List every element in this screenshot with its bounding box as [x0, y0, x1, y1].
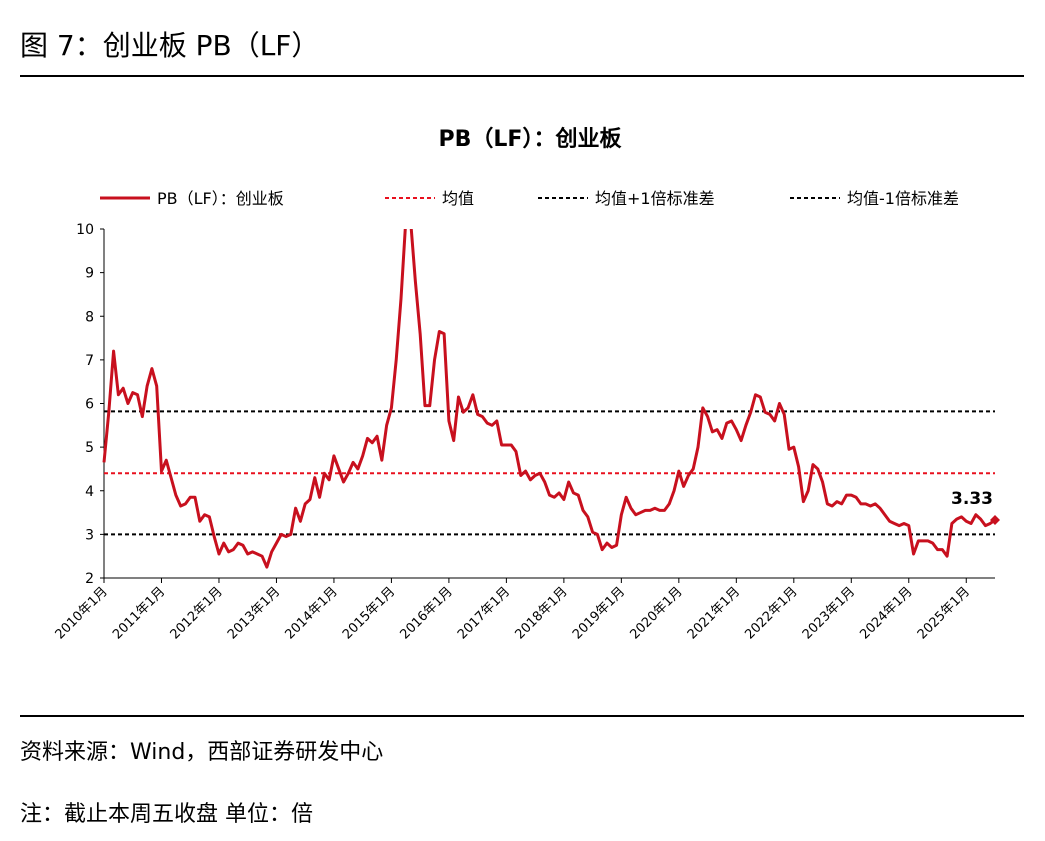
legend-label: 均值 [442, 189, 474, 208]
y-tick-label: 10 [76, 222, 94, 238]
legend-label: 均值+1倍标准差 [595, 189, 715, 208]
last-point [990, 514, 1000, 525]
y-tick-label: 4 [85, 484, 94, 500]
x-tick-label: 2024年1月 [857, 584, 915, 642]
source: 资料来源：Wind，西部证券研发中心 [20, 740, 383, 765]
legend-label: PB（LF）：创业板 [157, 189, 284, 208]
y-tick-label: 2 [85, 571, 94, 587]
chart-title: PB（LF）：创业板 [439, 127, 623, 152]
x-tick-label: 2010年1月 [53, 584, 111, 642]
x-tick-label: 2025年1月 [915, 584, 973, 642]
x-tick-label: 2021年1月 [685, 584, 743, 642]
note: 注：截止本周五收盘 单位：倍 [20, 802, 313, 827]
legend-label: 均值-1倍标准差 [847, 189, 959, 208]
y-tick-label: 7 [85, 353, 94, 369]
x-tick-label: 2011年1月 [110, 584, 168, 642]
y-tick-label: 9 [85, 266, 94, 282]
y-tick-label: 8 [85, 309, 94, 325]
y-tick-label: 3 [85, 527, 94, 543]
x-tick-label: 2023年1月 [800, 584, 858, 642]
y-tick-label: 5 [85, 440, 94, 456]
x-tick-label: 2015年1月 [340, 584, 398, 642]
series-line [102, 229, 996, 569]
x-tick-label: 2013年1月 [225, 584, 283, 642]
x-tick-label: 2017年1月 [455, 584, 513, 642]
last-value-label: 3.33 [951, 489, 993, 509]
x-tick-label: 2022年1月 [742, 584, 800, 642]
x-tick-label: 2016年1月 [397, 584, 455, 642]
x-tick-label: 2020年1月 [627, 584, 685, 642]
x-tick-label: 2019年1月 [570, 584, 628, 642]
x-tick-label: 2014年1月 [283, 584, 341, 642]
x-tick-label: 2012年1月 [168, 584, 226, 642]
y-tick-label: 6 [85, 397, 94, 413]
figure-title: 图 7：创业板 PB（LF） [20, 29, 319, 62]
x-tick-label: 2018年1月 [512, 584, 570, 642]
